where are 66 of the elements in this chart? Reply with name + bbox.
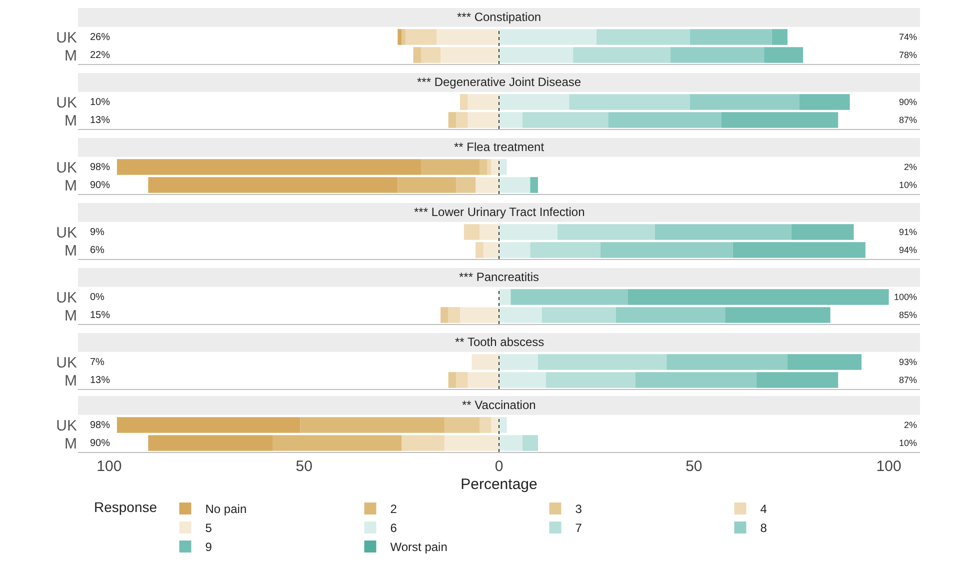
legend-label: Worst pain [390, 540, 448, 554]
legend-label: 2 [390, 502, 398, 516]
legend-label: 9 [205, 540, 212, 554]
text: 87% [899, 115, 918, 125]
text: 2% [904, 162, 918, 172]
y-tick-label: UK [56, 29, 77, 46]
text: 94% [899, 245, 918, 255]
y-tick-label: UK [56, 159, 77, 176]
legend-label: 6 [390, 521, 398, 536]
text: 15% [90, 310, 110, 321]
x-tick-label: 0 [494, 458, 504, 475]
chart-title: *** Constipation [457, 10, 542, 24]
y-tick-label: M [64, 307, 77, 324]
legend-label: 7 [575, 521, 582, 536]
text: 9% [90, 227, 104, 238]
chart-title: ** Vaccination [462, 398, 536, 412]
text: 6% [90, 245, 104, 256]
text: 90% [899, 97, 918, 107]
chart-title: *** Degenerative Joint Disease [417, 75, 582, 89]
text: 26% [90, 32, 110, 43]
legend-label: 8 [760, 521, 768, 536]
x-tick-label: 100 [876, 458, 902, 475]
text: 93% [899, 357, 918, 367]
text: 90% [90, 180, 110, 191]
text: 78% [899, 50, 918, 60]
text: 13% [90, 375, 110, 386]
text: 13% [90, 115, 110, 126]
y-tick-label: M [64, 435, 77, 452]
y-tick-label: UK [56, 354, 77, 372]
chart-title: *** Pancreatitis [459, 270, 540, 284]
text: 98% [90, 420, 110, 431]
y-tick-label: UK [56, 224, 77, 242]
y-tick-label: UK [56, 289, 77, 306]
text: 0% [90, 292, 104, 303]
text: 10% [899, 180, 918, 190]
legend-label: 5 [205, 521, 212, 536]
legend-title: Response [94, 499, 158, 516]
y-tick-label: M [64, 47, 77, 64]
chart-title: ** Tooth abscess [455, 335, 544, 349]
x-tick-label: 100 [96, 458, 122, 475]
text: 91% [899, 227, 918, 237]
chart-title: *** Lower Urinary Tract Infection [414, 205, 585, 219]
chart-title: ** Flea treatment [454, 140, 545, 154]
text: 7% [90, 357, 104, 368]
x-tick-label: 50 [296, 458, 312, 475]
legend-label: 4 [760, 502, 768, 516]
y-tick-label: UK [56, 417, 77, 434]
text: 22% [90, 50, 110, 61]
text: 10% [90, 97, 110, 108]
y-tick-label: UK [56, 94, 77, 112]
text: 98% [90, 162, 110, 173]
y-tick-label: M [64, 177, 77, 194]
text: 87% [899, 375, 918, 385]
y-tick-label: M [64, 372, 77, 390]
x-axis-title: Percentage [460, 476, 538, 493]
text: 74% [899, 32, 918, 42]
text: 10% [899, 438, 918, 448]
text: 2% [904, 420, 918, 430]
x-tick-label: 50 [686, 458, 702, 475]
text: 85% [899, 310, 918, 320]
legend-label: 3 [575, 502, 582, 516]
y-tick-label: M [64, 242, 77, 260]
legend-label: No pain [205, 502, 247, 516]
text: 90% [90, 438, 110, 449]
y-tick-label: M [64, 112, 77, 130]
text: 100% [894, 292, 918, 302]
